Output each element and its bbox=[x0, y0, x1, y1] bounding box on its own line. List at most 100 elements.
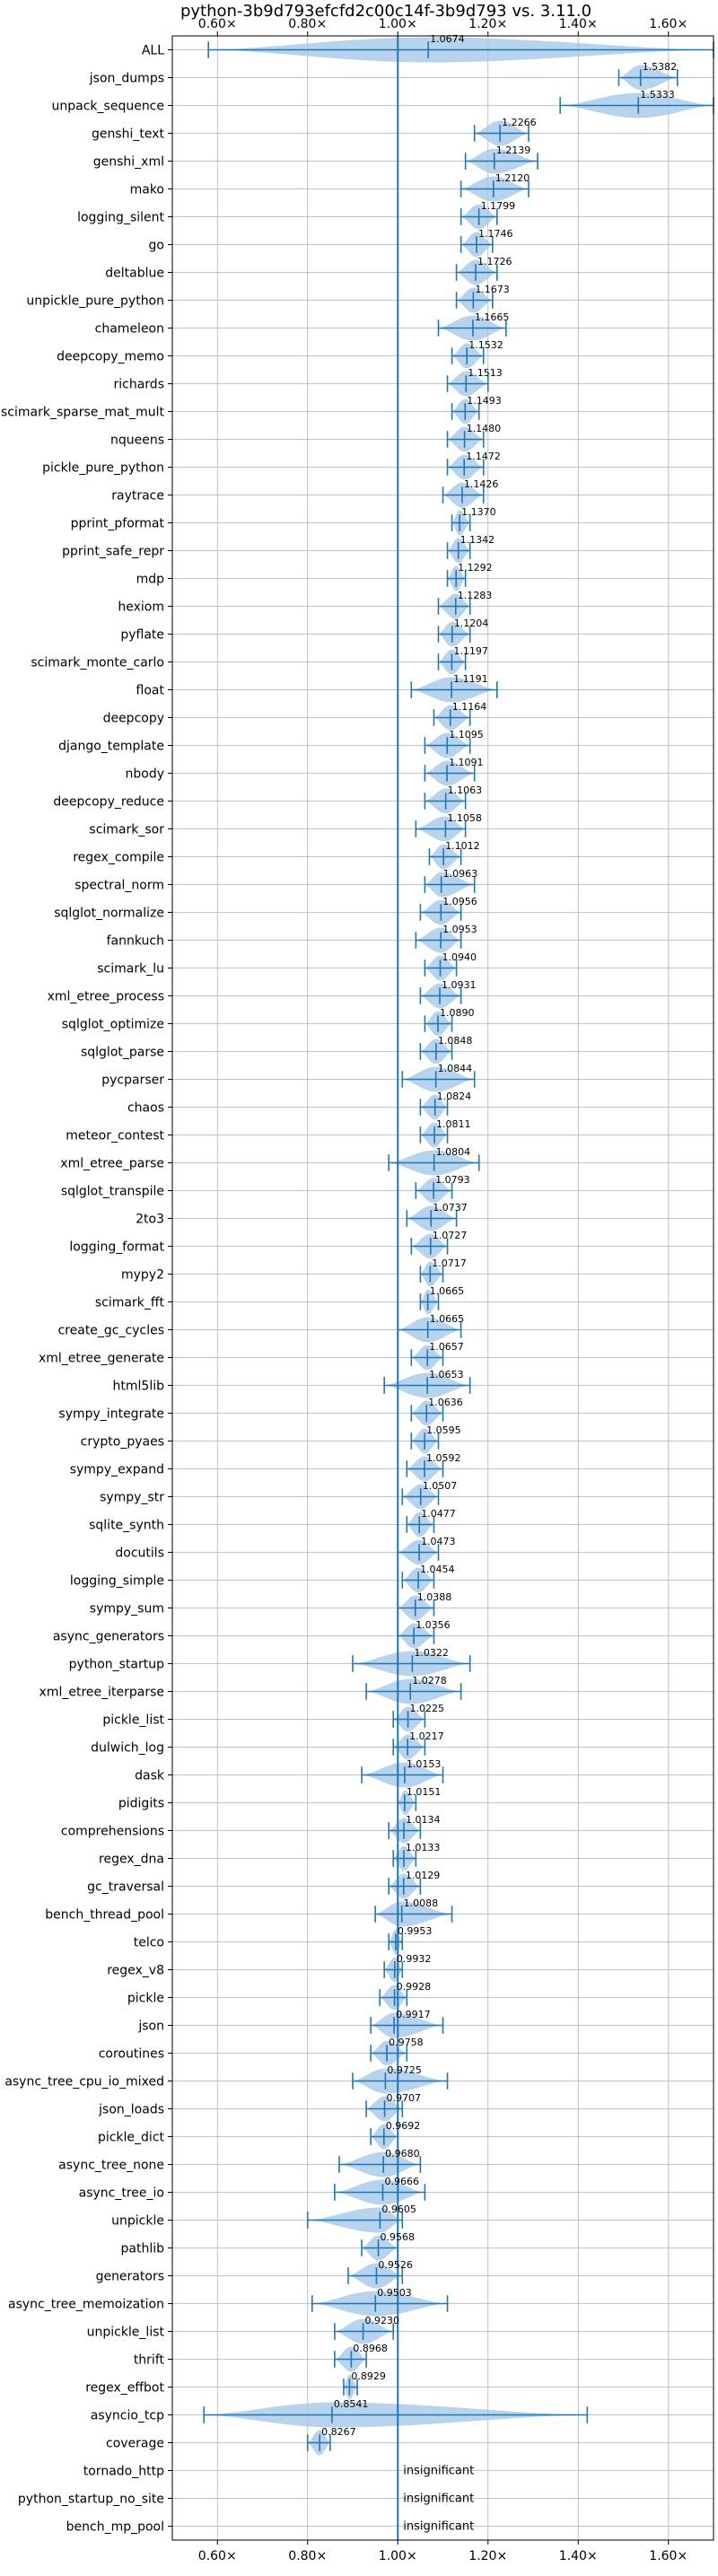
x-tick-label-bottom: 0.60× bbox=[198, 2549, 237, 2563]
mean-value-label: 1.0940 bbox=[442, 951, 477, 963]
benchmark-label: docutils bbox=[115, 1546, 164, 1561]
mean-value-label: 1.0454 bbox=[420, 1564, 455, 1575]
benchmark-label: thrift bbox=[134, 2353, 165, 2368]
mean-value-label: 1.1799 bbox=[481, 200, 516, 212]
x-tick-label-bottom: 1.60× bbox=[649, 2549, 687, 2563]
benchmark-label: dask bbox=[135, 1769, 165, 1783]
mean-value-label: 1.0804 bbox=[436, 1146, 471, 1158]
benchmark-label: mypy2 bbox=[121, 1268, 164, 1283]
benchmark-label: dulwich_log bbox=[91, 1741, 164, 1756]
benchmark-label: unpickle bbox=[111, 2214, 164, 2229]
benchmark-label: pickle_dict bbox=[98, 2131, 165, 2145]
insignificant-label: insignificant bbox=[403, 2493, 474, 2506]
mean-value-label: 1.0890 bbox=[440, 1007, 475, 1019]
mean-value-label: 0.9230 bbox=[365, 2315, 400, 2326]
benchmark-label: chaos bbox=[127, 1101, 164, 1116]
mean-value-label: 1.1480 bbox=[467, 423, 502, 434]
benchmark-label: mako bbox=[130, 183, 164, 197]
mean-value-label: 0.9953 bbox=[398, 1925, 433, 1937]
mean-value-label: 0.9932 bbox=[397, 1953, 432, 1965]
insignificant-label: insignificant bbox=[403, 2465, 474, 2478]
mean-value-label: 1.0595 bbox=[426, 1424, 461, 1436]
mean-value-label: 0.9680 bbox=[385, 2148, 420, 2160]
mean-value-label: 1.1673 bbox=[475, 284, 510, 295]
x-tick-label-top: 0.60× bbox=[198, 17, 237, 31]
benchmark-label: regex_effbot bbox=[85, 2381, 164, 2396]
mean-value-label: 1.0717 bbox=[432, 1257, 467, 1269]
mean-value-label: 1.0592 bbox=[426, 1452, 461, 1464]
mean-value-label: 1.1204 bbox=[454, 618, 488, 629]
mean-value-label: 1.0507 bbox=[423, 1480, 458, 1492]
benchmark-label: scimark_fft bbox=[95, 1296, 165, 1310]
mean-value-label: 1.0665 bbox=[430, 1285, 465, 1297]
mean-value-label: 1.0963 bbox=[443, 868, 478, 880]
mean-value-label: 0.9917 bbox=[396, 2009, 431, 2020]
mean-value-label: 1.1532 bbox=[468, 339, 503, 351]
benchmark-label: genshi_text bbox=[92, 127, 165, 142]
mean-value-label: 1.0153 bbox=[407, 1758, 442, 1770]
benchmark-label: async_tree_io bbox=[79, 2186, 164, 2201]
mean-value-label: 1.0388 bbox=[417, 1591, 452, 1603]
benchmark-label: xml_etree_process bbox=[48, 990, 164, 1004]
mean-value-label: 0.8968 bbox=[353, 2343, 388, 2354]
mean-value-label: 0.9692 bbox=[386, 2120, 421, 2132]
benchmark-label: sympy_sum bbox=[90, 1602, 164, 1617]
mean-value-label: 0.8541 bbox=[334, 2398, 369, 2410]
benchmark-label: django_template bbox=[58, 740, 164, 754]
mean-value-label: 0.9503 bbox=[377, 2287, 412, 2299]
x-tick-label-top: 1.60× bbox=[649, 17, 687, 31]
benchmark-label: sqlglot_optimize bbox=[62, 1018, 164, 1032]
benchmark-label: deltablue bbox=[105, 267, 164, 281]
benchmark-label: pickle_list bbox=[102, 1713, 164, 1728]
mean-value-label: 1.5333 bbox=[640, 89, 675, 101]
benchmark-label: gc_traversal bbox=[87, 1880, 164, 1895]
mean-value-label: 1.0134 bbox=[406, 1814, 441, 1826]
x-tick-label-bottom: 0.80× bbox=[288, 2549, 327, 2563]
x-tick-label-bottom: 1.40× bbox=[559, 2549, 598, 2563]
benchmark-label: crypto_pyaes bbox=[81, 1435, 164, 1450]
chart-title: python-3b9d793efcfd2c00c14f-3b9d793 vs. … bbox=[180, 2, 591, 21]
mean-value-label: 1.2139 bbox=[496, 145, 531, 156]
mean-value-label: 0.9758 bbox=[389, 2037, 424, 2048]
mean-value-label: 1.0956 bbox=[442, 896, 477, 907]
mean-value-label: 1.0674 bbox=[430, 33, 465, 45]
benchmark-label: mdp bbox=[136, 573, 165, 587]
benchmark-label: xml_etree_iterparse bbox=[39, 1686, 164, 1700]
benchmark-label: html5lib bbox=[113, 1380, 165, 1394]
benchmark-label: scimark_sor bbox=[89, 823, 164, 837]
benchmark-label: async_tree_none bbox=[58, 2159, 164, 2173]
benchmark-label: logging_silent bbox=[77, 211, 164, 225]
benchmark-label: generators bbox=[96, 2270, 164, 2284]
benchmark-label: asyncio_tcp bbox=[91, 2409, 164, 2423]
benchmark-label: pickle_pure_python bbox=[42, 461, 164, 476]
mean-value-label: 1.0217 bbox=[409, 1730, 444, 1742]
mean-value-label: 0.9725 bbox=[387, 2064, 422, 2076]
x-tick-label-bottom: 1.20× bbox=[468, 2549, 507, 2563]
axes bbox=[168, 31, 714, 2545]
insignificant-label: insignificant bbox=[403, 2520, 474, 2534]
x-tick-label-top: 0.80× bbox=[288, 17, 327, 31]
mean-value-label: 1.1370 bbox=[461, 506, 496, 518]
benchmark-label: json_loads bbox=[98, 2103, 164, 2117]
benchmark-label: pyflate bbox=[120, 628, 164, 643]
benchmark-label: unpickle_pure_python bbox=[26, 294, 164, 309]
mean-value-label: 1.0665 bbox=[430, 1313, 465, 1325]
mean-value-label: 1.0356 bbox=[416, 1619, 451, 1631]
mean-value-label: 1.1095 bbox=[449, 729, 484, 740]
benchmark-label: sqlglot_normalize bbox=[54, 907, 164, 921]
mean-value-label: 1.1665 bbox=[475, 311, 510, 323]
benchmark-label: pycparser bbox=[101, 1073, 164, 1088]
benchmark-label: bench_mp_pool bbox=[66, 2520, 164, 2535]
mean-value-label: 1.1472 bbox=[466, 451, 501, 462]
benchmark-label: genshi_xml bbox=[93, 155, 164, 170]
benchmark-label: tornado_http bbox=[83, 2465, 164, 2479]
benchmark-label: xml_etree_parse bbox=[60, 1157, 164, 1171]
mean-value-label: 1.1191 bbox=[453, 673, 488, 685]
mean-value-label: 1.0636 bbox=[428, 1397, 462, 1408]
mean-value-label: 1.0151 bbox=[407, 1786, 442, 1798]
benchmark-label: coverage bbox=[106, 2437, 164, 2451]
plot-frame bbox=[171, 35, 714, 2541]
benchmark-label: pprint_safe_repr bbox=[62, 545, 164, 559]
benchmark-label: nqueens bbox=[110, 434, 164, 448]
benchmark-label: logging_format bbox=[69, 1240, 164, 1255]
